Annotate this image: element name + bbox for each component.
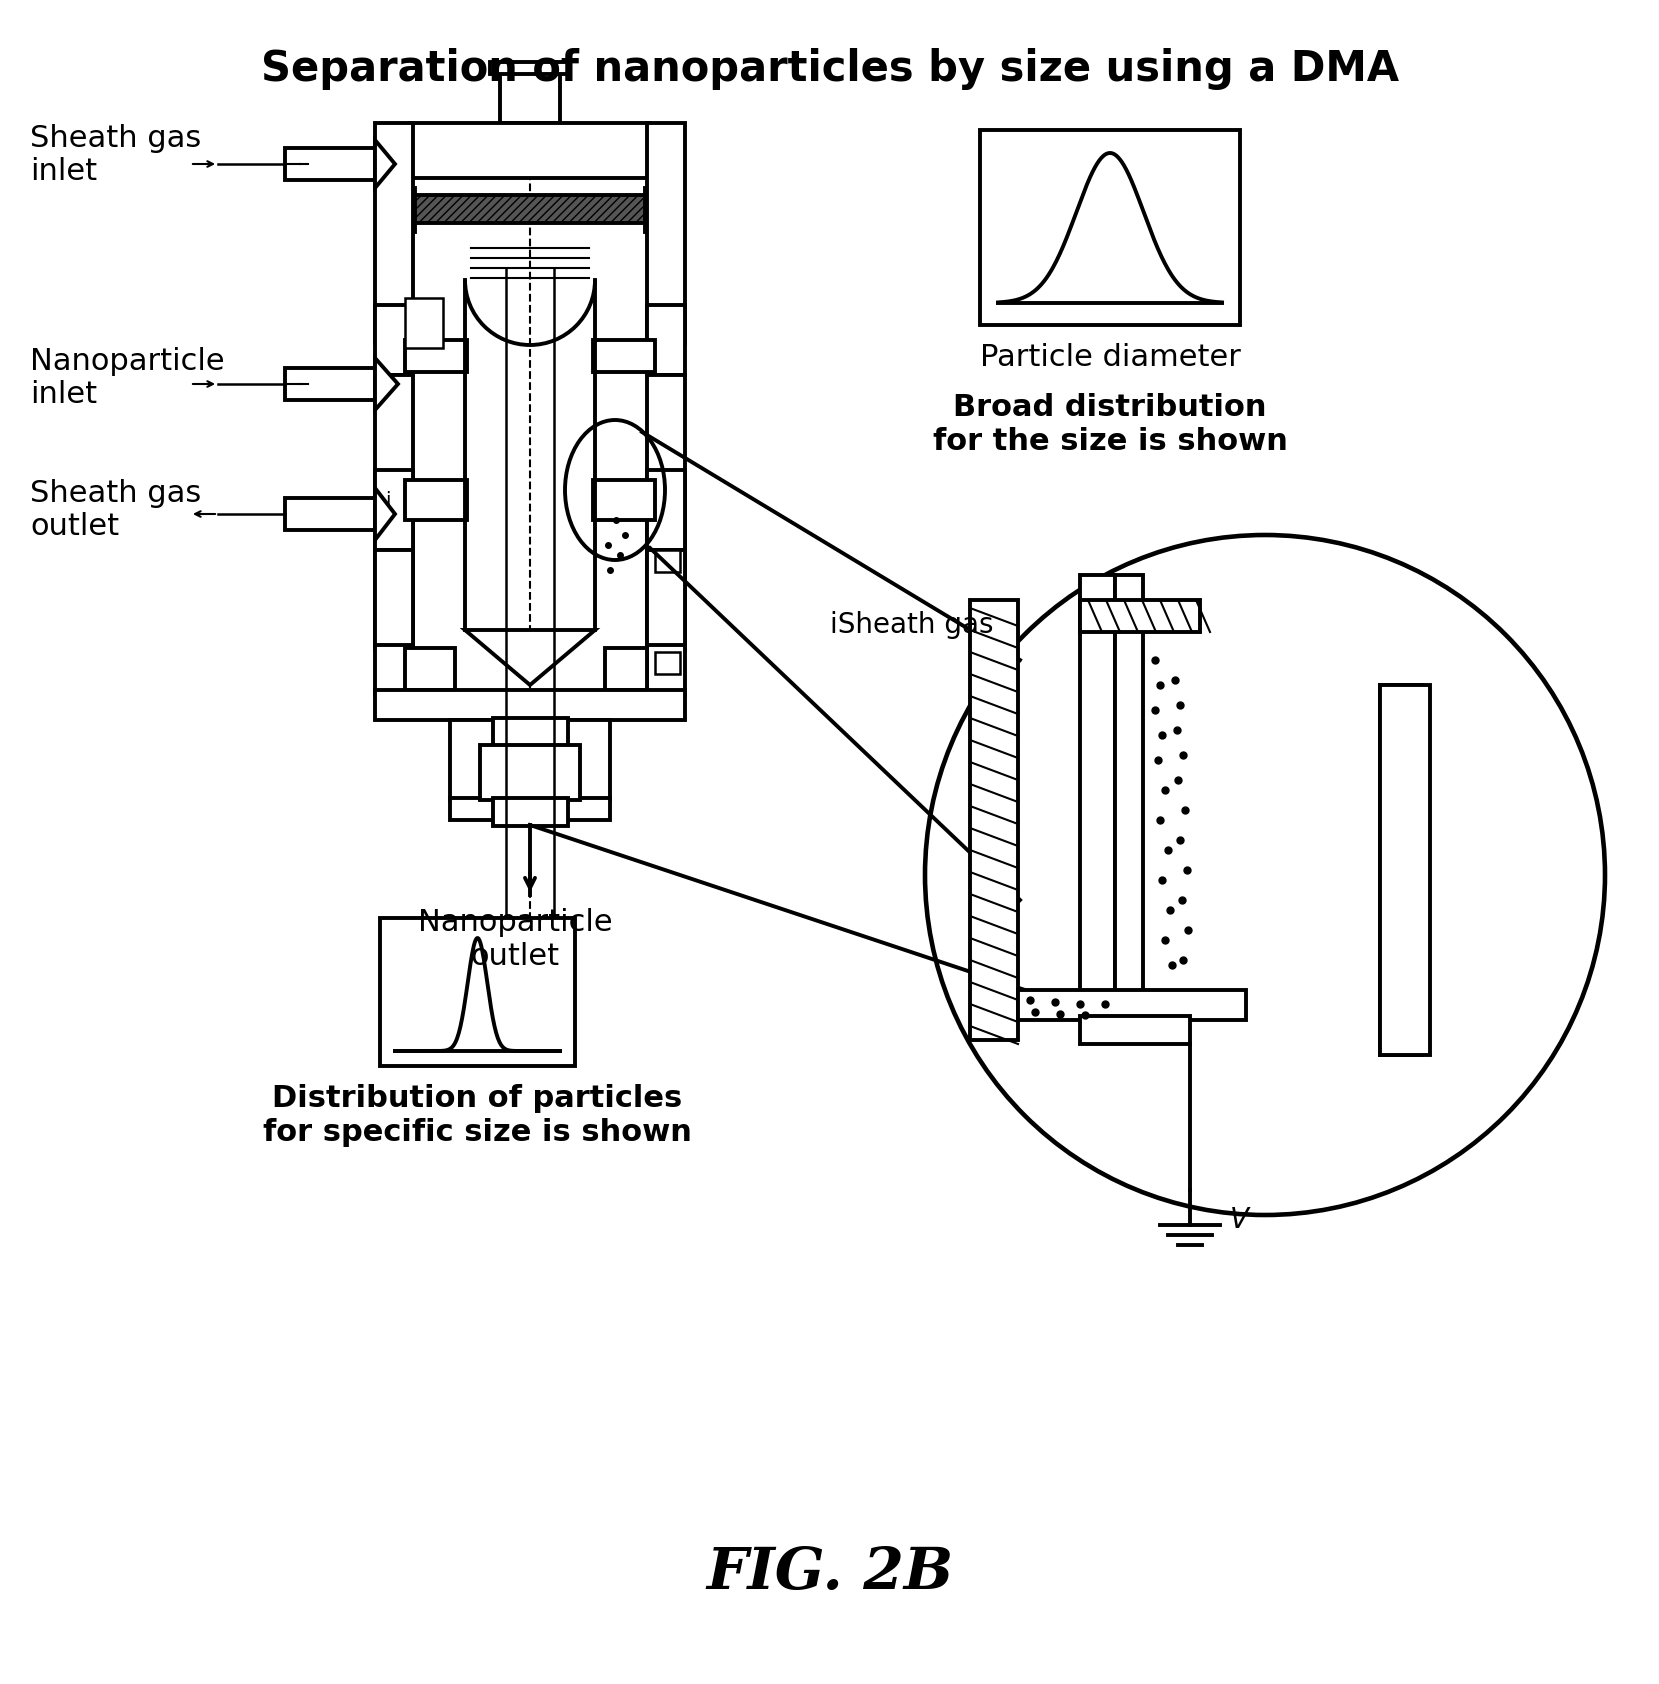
Bar bbox=[285, 369, 375, 401]
Circle shape bbox=[926, 536, 1604, 1214]
Bar bbox=[655, 551, 680, 573]
Polygon shape bbox=[375, 488, 395, 541]
Bar bbox=[1080, 600, 1199, 632]
Bar bbox=[405, 648, 455, 690]
Bar bbox=[410, 123, 650, 179]
Bar bbox=[1380, 685, 1422, 1054]
Text: Sheath gas
inlet: Sheath gas inlet bbox=[30, 123, 201, 187]
Bar bbox=[450, 721, 494, 800]
Text: iSheath gas: iSheath gas bbox=[830, 611, 994, 638]
Bar bbox=[375, 470, 413, 551]
Polygon shape bbox=[375, 359, 398, 409]
Bar bbox=[493, 798, 567, 825]
Bar bbox=[647, 470, 685, 551]
Bar bbox=[375, 551, 413, 650]
Bar bbox=[385, 189, 415, 232]
Bar bbox=[647, 305, 685, 376]
Bar bbox=[606, 648, 647, 690]
Bar bbox=[647, 376, 685, 645]
Bar bbox=[1080, 1015, 1190, 1044]
Bar bbox=[647, 645, 685, 695]
Bar bbox=[405, 480, 466, 520]
Bar bbox=[655, 652, 680, 674]
Bar bbox=[980, 130, 1239, 325]
Polygon shape bbox=[465, 630, 596, 685]
Text: Separation of nanoparticles by size using a DMA: Separation of nanoparticles by size usin… bbox=[260, 49, 1399, 89]
Bar bbox=[405, 340, 466, 372]
Bar bbox=[971, 600, 1019, 1041]
Polygon shape bbox=[375, 140, 395, 189]
Bar bbox=[647, 551, 685, 650]
Text: Nanoparticle
outlet: Nanoparticle outlet bbox=[418, 908, 612, 970]
Bar bbox=[645, 189, 675, 232]
Bar bbox=[380, 918, 576, 1066]
Bar bbox=[375, 305, 413, 376]
Bar bbox=[566, 721, 611, 800]
Bar bbox=[375, 645, 413, 695]
Text: FIG. 2B: FIG. 2B bbox=[707, 1544, 954, 1601]
Text: Sheath gas
outlet: Sheath gas outlet bbox=[30, 478, 201, 541]
Bar bbox=[375, 376, 413, 645]
Text: V: V bbox=[1229, 1206, 1249, 1234]
Bar bbox=[285, 498, 375, 530]
Bar bbox=[479, 744, 581, 800]
Bar bbox=[489, 62, 571, 74]
Bar bbox=[405, 195, 660, 222]
Bar bbox=[1019, 990, 1246, 1021]
Bar bbox=[285, 148, 375, 180]
Bar bbox=[499, 67, 561, 123]
Bar bbox=[405, 298, 443, 349]
Text: Broad distribution
for the size is shown: Broad distribution for the size is shown bbox=[932, 392, 1287, 456]
Text: i: i bbox=[385, 490, 392, 510]
Text: Particle diameter: Particle diameter bbox=[979, 344, 1241, 372]
Bar bbox=[592, 480, 655, 520]
Text: Nanoparticle
inlet: Nanoparticle inlet bbox=[30, 347, 224, 409]
Bar bbox=[647, 123, 685, 344]
Bar bbox=[592, 340, 655, 372]
Bar bbox=[1080, 574, 1115, 1015]
Bar bbox=[450, 798, 494, 820]
Bar bbox=[375, 123, 413, 344]
Bar bbox=[375, 690, 685, 721]
Bar bbox=[493, 717, 567, 748]
Text: Distribution of particles
for specific size is shown: Distribution of particles for specific s… bbox=[262, 1084, 692, 1147]
Polygon shape bbox=[1380, 685, 1430, 1054]
Bar bbox=[566, 798, 611, 820]
Bar bbox=[1115, 574, 1143, 1015]
